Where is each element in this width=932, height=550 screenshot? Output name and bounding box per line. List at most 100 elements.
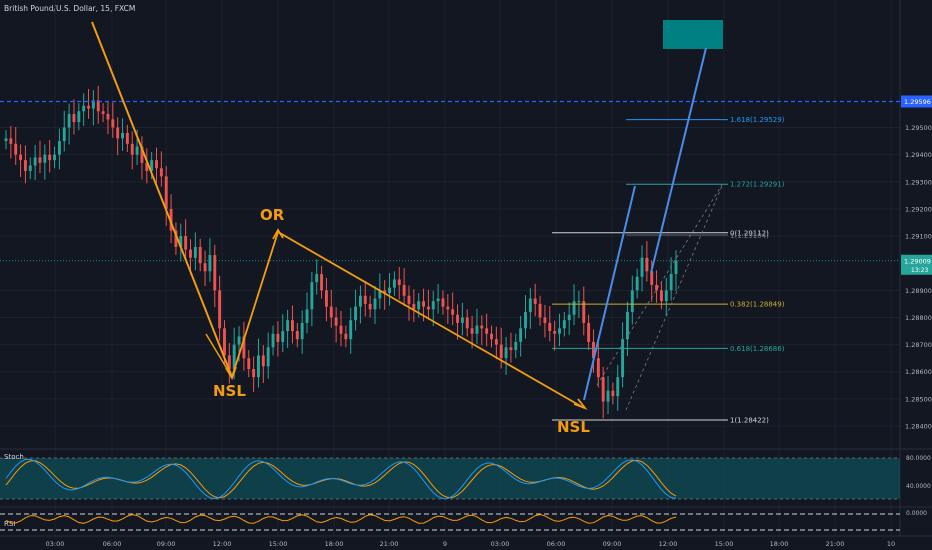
candle-body xyxy=(358,295,362,307)
candle-body xyxy=(315,274,319,283)
candle-body xyxy=(227,355,231,370)
candle-body xyxy=(412,303,416,310)
candle-body xyxy=(111,119,115,128)
time-tick-label: 18:00 xyxy=(325,540,344,548)
candle-body xyxy=(582,301,586,323)
candle-body xyxy=(174,230,178,247)
candle-body xyxy=(543,317,547,323)
time-tick-label: 06:00 xyxy=(103,540,122,548)
candle-body xyxy=(155,160,158,169)
current-price-text: 1.29009 xyxy=(904,257,931,265)
candle-body xyxy=(281,331,285,342)
time-tick-label: 10 xyxy=(887,540,895,548)
candle-body xyxy=(320,274,324,291)
candle-body xyxy=(159,168,163,177)
channel-line xyxy=(596,184,723,386)
candle-body xyxy=(470,328,474,334)
fib-level-label: 0(1.29112) xyxy=(730,229,769,237)
candle-body xyxy=(28,165,32,171)
time-tick-label: 9 xyxy=(443,540,447,548)
candle-body xyxy=(441,298,445,307)
candle-body xyxy=(218,290,222,329)
candle-body xyxy=(397,279,401,285)
candle-body xyxy=(290,320,294,332)
price-tick-label: 1.28500 xyxy=(905,395,932,403)
price-tick-label: 1.29400 xyxy=(905,151,932,159)
time-tick-label: 03:00 xyxy=(46,540,65,548)
candle-body xyxy=(494,339,498,345)
candle-body xyxy=(616,377,620,397)
candle-body xyxy=(504,347,508,359)
candle-body xyxy=(669,274,673,291)
candle-body xyxy=(548,322,552,332)
candle-body xyxy=(19,154,23,161)
time-tick-label: 21:00 xyxy=(380,540,399,548)
trend-leg xyxy=(91,21,233,378)
candle-body xyxy=(344,333,348,340)
candle-body xyxy=(528,298,532,313)
candle-body xyxy=(310,282,314,310)
candle-body xyxy=(422,301,425,307)
candle-body xyxy=(524,312,527,329)
candle-body xyxy=(354,306,358,321)
fib-level-label: 0.382(1.28849) xyxy=(730,301,785,309)
candle-body xyxy=(140,146,144,163)
stoch-label: Stoch xyxy=(4,453,24,461)
candle-body xyxy=(266,347,270,367)
rsi-line xyxy=(5,513,677,524)
price-tick-label: 1.28800 xyxy=(905,314,932,322)
candle-body xyxy=(276,333,280,342)
candle-body xyxy=(640,257,644,277)
candle-body xyxy=(271,333,275,348)
stoch-tick: 80.0000 xyxy=(906,455,931,462)
candle-body xyxy=(96,100,100,112)
arrowhead xyxy=(272,228,284,240)
candle-body xyxy=(23,160,27,171)
candle-body xyxy=(179,236,183,247)
candle-body xyxy=(436,298,440,302)
price-tick-label: 1.28700 xyxy=(905,341,932,349)
candle-body xyxy=(562,320,566,329)
candle-body xyxy=(596,358,600,378)
candle-body xyxy=(339,325,343,334)
projection-line xyxy=(583,185,636,401)
stoch-band xyxy=(0,458,900,499)
candle-body xyxy=(621,339,625,378)
candle-body xyxy=(383,290,387,294)
countdown-text: 13:23 xyxy=(911,267,928,274)
candle-body xyxy=(62,127,66,142)
candle-body xyxy=(417,301,421,310)
candle-body xyxy=(388,287,392,294)
price-tick-label: 1.29300 xyxy=(905,178,932,186)
candle-body xyxy=(567,314,571,321)
fib-level-label: 1.618(1.29529) xyxy=(730,116,785,124)
candle-body xyxy=(252,369,256,378)
candle-body xyxy=(329,306,333,318)
candle-body xyxy=(237,336,241,345)
candle-body xyxy=(169,208,173,231)
candle-body xyxy=(349,320,353,340)
fib-level-label: 1(1.28422) xyxy=(730,417,769,425)
rsi-tick: 0.0000 xyxy=(906,510,927,517)
current-price-tag xyxy=(901,254,932,275)
candle-body xyxy=(300,322,304,340)
candle-body xyxy=(286,320,290,332)
stoch-k-line xyxy=(5,458,677,500)
candle-body xyxy=(164,176,168,209)
time-tick-label: 06:00 xyxy=(547,540,566,548)
price-tick-label: 1.28600 xyxy=(905,368,932,376)
candle-body xyxy=(426,306,430,310)
arrowhead xyxy=(573,398,588,410)
candle-body xyxy=(587,322,591,342)
candle-body xyxy=(650,271,654,285)
candle-body xyxy=(431,301,435,310)
candle-body xyxy=(91,100,95,109)
candle-body xyxy=(645,257,649,272)
candle-body xyxy=(407,295,411,304)
chart-title: British Pound/U.S. Dollar, 15, FXCM xyxy=(4,4,136,13)
candle-body xyxy=(48,154,52,161)
candle-body xyxy=(101,111,105,114)
candle-body xyxy=(208,255,212,272)
candle-body xyxy=(33,157,37,166)
